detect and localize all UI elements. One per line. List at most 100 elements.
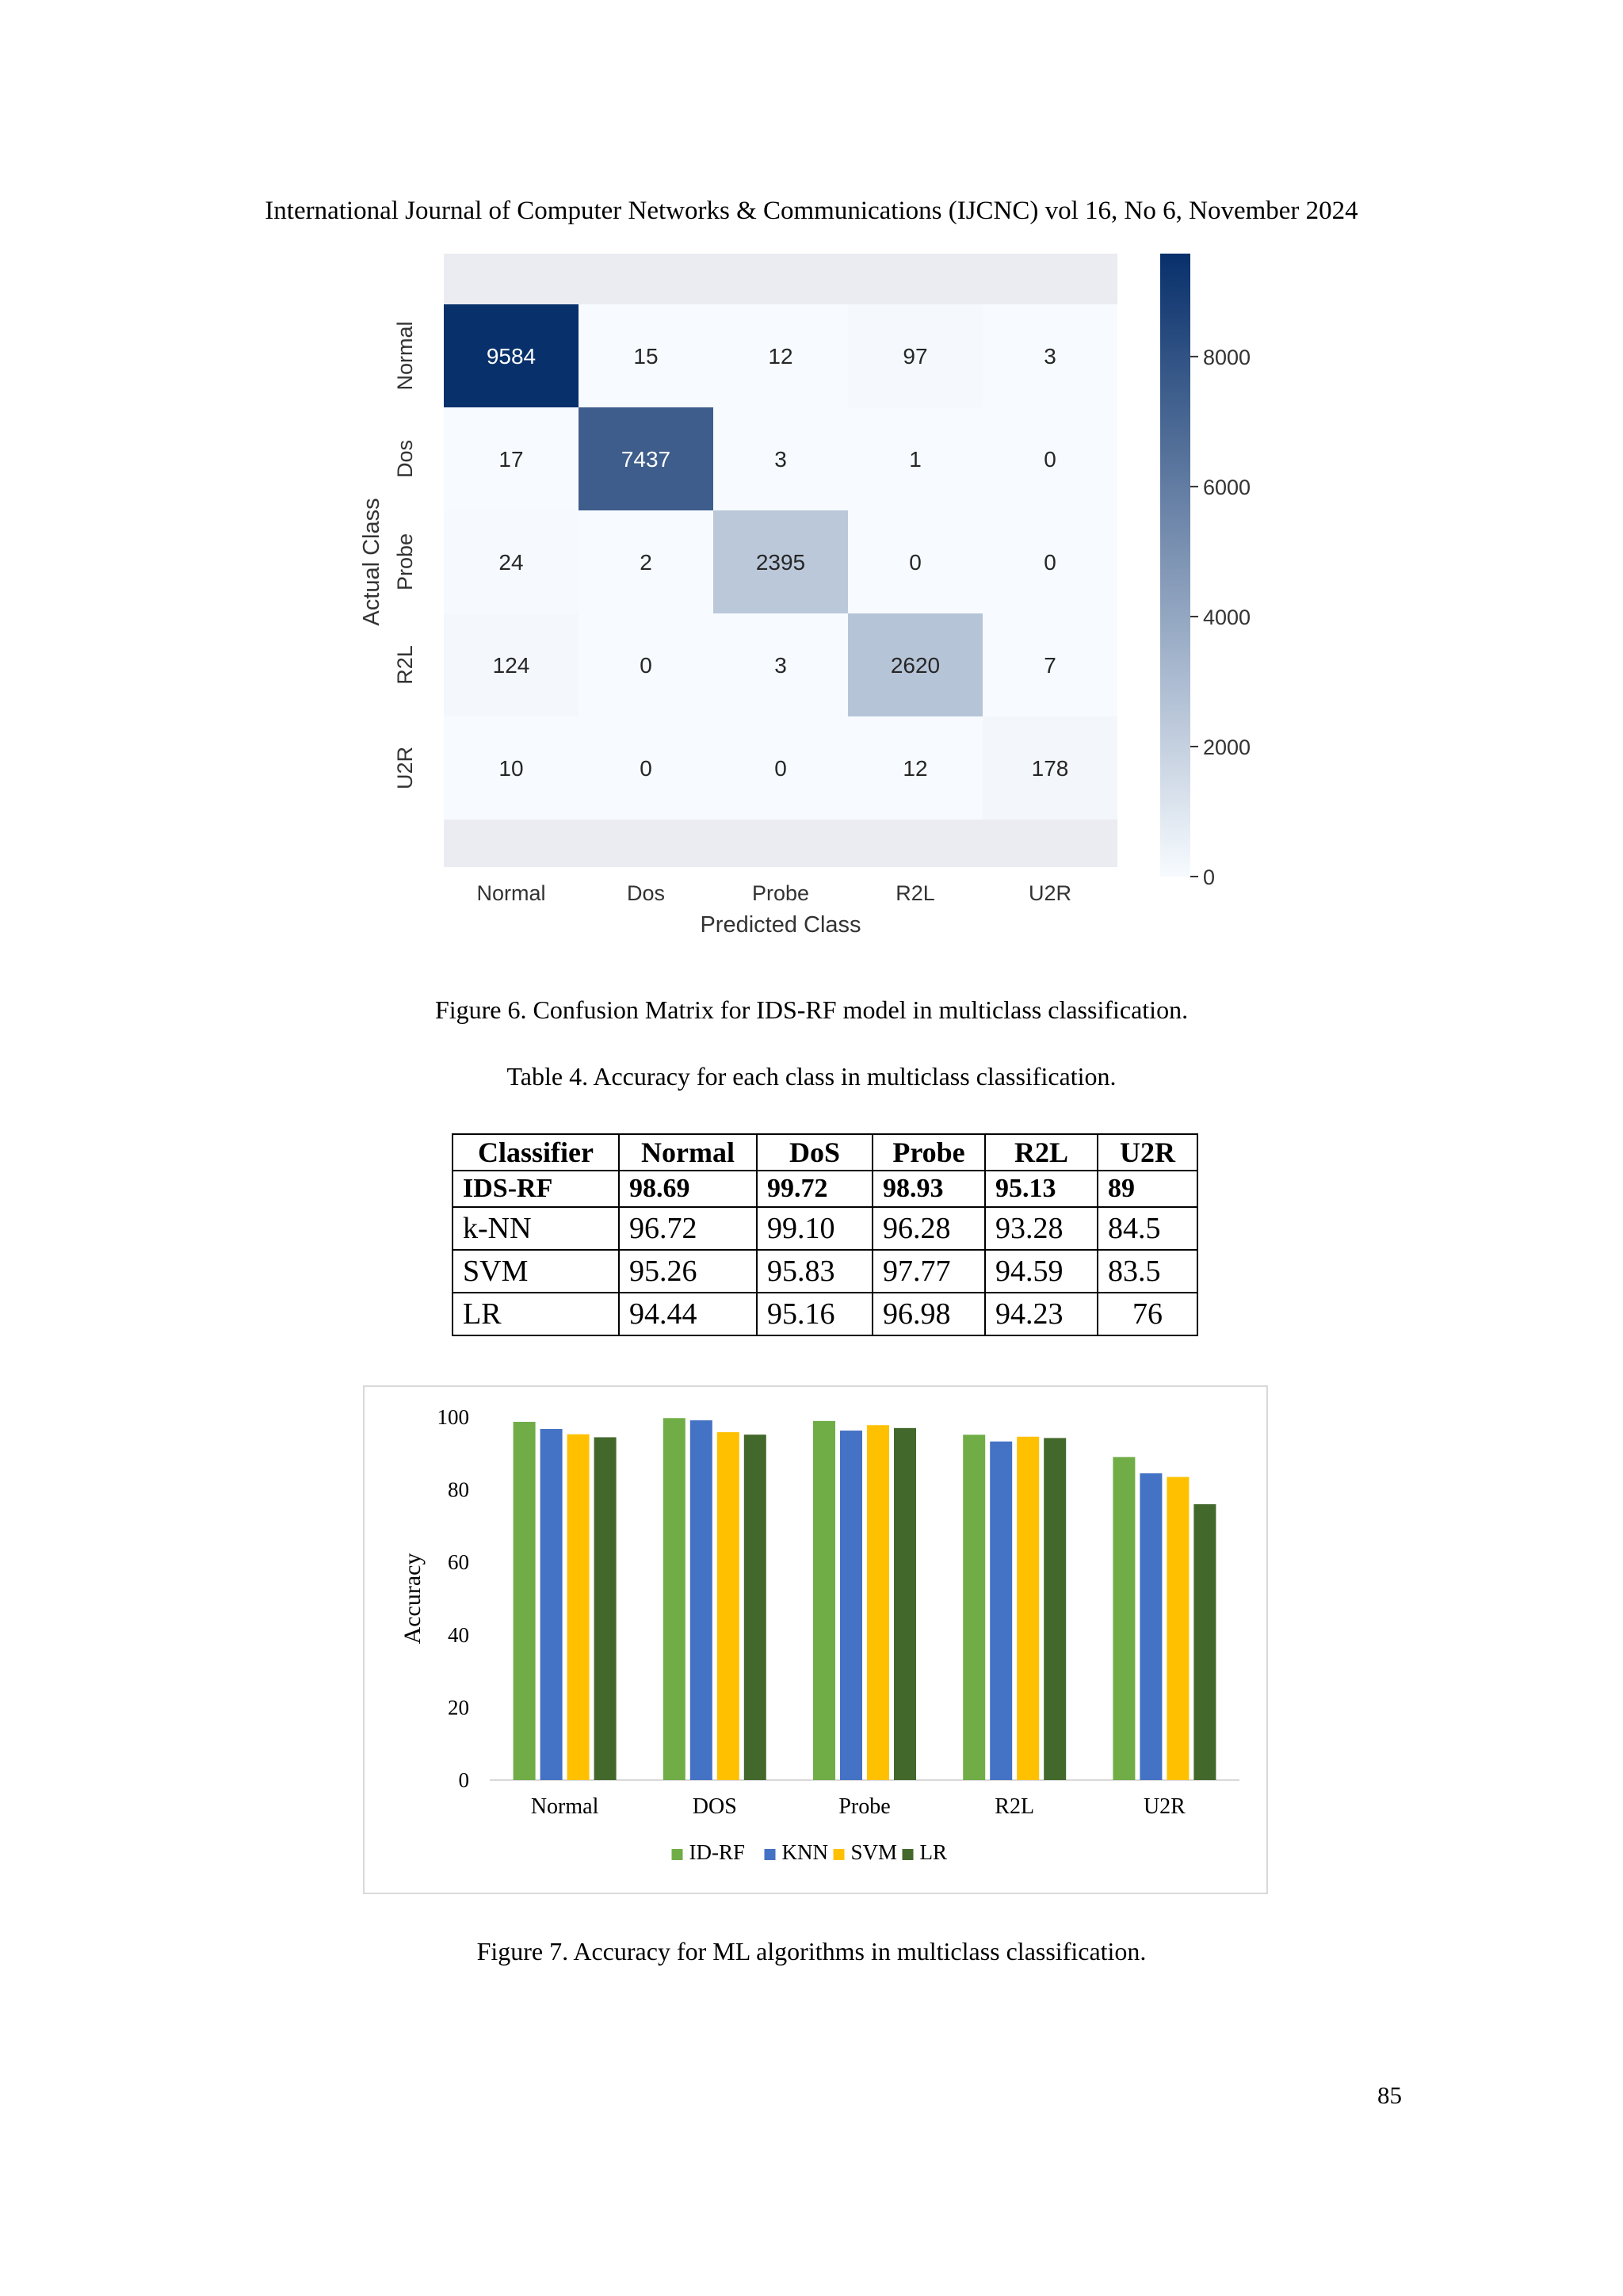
header-u2r: U2R: [1097, 1133, 1198, 1171]
cell-classifier: IDS-RF: [452, 1170, 620, 1208]
x-tick-label: U2R: [1144, 1794, 1186, 1819]
matrix-cell-label: 15: [633, 344, 658, 369]
bar: [513, 1421, 536, 1780]
legend-label: SVM: [851, 1840, 898, 1864]
bar: [1167, 1477, 1190, 1780]
matrix-cell-label: 9584: [487, 344, 536, 369]
table-row: LR 94.44 95.16 96.98 94.23 76: [452, 1292, 1198, 1336]
matrix-cell-label: 7437: [621, 447, 670, 472]
matrix-cell: [713, 716, 848, 819]
y-tick-label: R2L: [393, 645, 417, 685]
header-classifier: Classifier: [452, 1133, 620, 1171]
cell-classifier: k-NN: [452, 1206, 620, 1251]
matrix-top-band: [444, 254, 1117, 304]
matrix-bottom-band: [444, 819, 1117, 867]
x-tick-label: U2R: [1029, 881, 1071, 905]
matrix-cell-label: 10: [498, 756, 523, 781]
matrix-cell: [444, 613, 579, 716]
legend-label: ID-RF: [689, 1840, 746, 1864]
header-r2l: R2L: [984, 1133, 1098, 1171]
matrix-cell-label: 24: [498, 550, 523, 575]
matrix-cell-label: 3: [1044, 344, 1056, 369]
x-tick-label: Normal: [531, 1794, 599, 1819]
y-tick-label: 40: [448, 1623, 469, 1647]
bar: [813, 1420, 835, 1780]
legend-swatch: [833, 1849, 845, 1860]
matrix-cell-label: 2395: [756, 550, 805, 575]
legend-swatch: [764, 1849, 776, 1860]
y-tick-label: 0: [459, 1768, 470, 1792]
matrix-cell-label: 0: [1044, 550, 1056, 575]
journal-header: International Journal of Computer Networ…: [265, 197, 1358, 225]
matrix-cell: [444, 304, 579, 407]
matrix-cell-label: 178: [1032, 756, 1069, 781]
matrix-cell-label: 124: [493, 653, 530, 678]
colorbar-tick-label: 0: [1203, 865, 1215, 889]
cell-value: 94.59: [984, 1249, 1098, 1293]
colorbar-tick-label: 2000: [1203, 735, 1251, 759]
cell-value: 96.98: [872, 1292, 986, 1336]
bar: [1017, 1436, 1040, 1780]
cell-value: 98.69: [618, 1170, 758, 1208]
cell-value: 94.44: [618, 1292, 758, 1336]
bar: [716, 1432, 739, 1780]
matrix-cell: [444, 510, 579, 613]
cell-value: 96.28: [872, 1206, 986, 1251]
page-number: 85: [1377, 2081, 1402, 2109]
bar: [663, 1418, 685, 1780]
bar: [1140, 1473, 1163, 1780]
matrix-cell: [983, 613, 1117, 716]
bar: [540, 1429, 563, 1780]
matrix-cell-label: 97: [903, 344, 927, 369]
matrix-cell: [713, 613, 848, 716]
matrix-cell-label: 17: [498, 447, 523, 472]
cell-classifier: SVM: [452, 1249, 620, 1293]
header-dos: DoS: [756, 1133, 873, 1171]
matrix-cell: [579, 510, 713, 613]
matrix-cell-label: 0: [909, 550, 922, 575]
matrix-cell-label: 3: [774, 653, 787, 678]
matrix-cell-label: 2: [640, 550, 652, 575]
matrix-cell-label: 2620: [891, 653, 940, 678]
bar: [894, 1427, 916, 1780]
x-tick-label: Dos: [627, 881, 665, 905]
matrix-cell-label: 3: [774, 447, 787, 472]
bar: [990, 1441, 1013, 1780]
matrix-cell: [983, 407, 1117, 510]
matrix-cell-label: 7: [1044, 653, 1056, 678]
cell-value: 95.83: [756, 1249, 873, 1293]
cell-value: 96.72: [618, 1206, 758, 1251]
legend-swatch: [902, 1849, 914, 1860]
y-tick-label: 60: [448, 1550, 469, 1574]
x-tick-label: DOS: [693, 1794, 737, 1819]
matrix-cell: [848, 716, 983, 819]
cell-value: 83.5: [1097, 1249, 1198, 1293]
matrix-cell: [983, 716, 1117, 819]
cell-classifier: LR: [452, 1292, 620, 1336]
cell-value: 84.5: [1097, 1206, 1198, 1251]
matrix-cell: [848, 613, 983, 716]
matrix-cell-label: 0: [640, 756, 652, 781]
cell-value: 99.72: [756, 1170, 873, 1208]
bar: [840, 1431, 862, 1780]
colorbar-tick-label: 6000: [1203, 476, 1251, 499]
cell-value: 97.77: [872, 1249, 986, 1293]
matrix-cell: [579, 304, 713, 407]
cell-value: 95.16: [756, 1292, 873, 1336]
bar: [743, 1435, 766, 1780]
matrix-cell: [444, 407, 579, 510]
x-tick-label: R2L: [995, 1794, 1034, 1819]
accuracy-bar-chart: 0 20 40 60 80 100 Accuracy Normal DOS Probe R2L U2R…: [363, 1385, 1268, 1894]
table-row: k-NN 96.72 99.10 96.28 93.28 84.5: [452, 1206, 1198, 1251]
colorbar-tick-label: 4000: [1203, 606, 1251, 629]
matrix-cell: [579, 613, 713, 716]
matrix-cell: [713, 510, 848, 613]
matrix-cell: [848, 510, 983, 613]
cell-value: 95.13: [984, 1170, 1098, 1208]
y-tick-label: Normal: [393, 321, 417, 390]
bar: [594, 1437, 617, 1780]
figure-6-caption: Figure 6. Confusion Matrix for IDS-RF mo…: [434, 995, 1189, 1024]
legend-label: KNN: [782, 1840, 829, 1864]
header-probe: Probe: [872, 1133, 986, 1171]
x-axis-label: Predicted Class: [700, 912, 861, 938]
